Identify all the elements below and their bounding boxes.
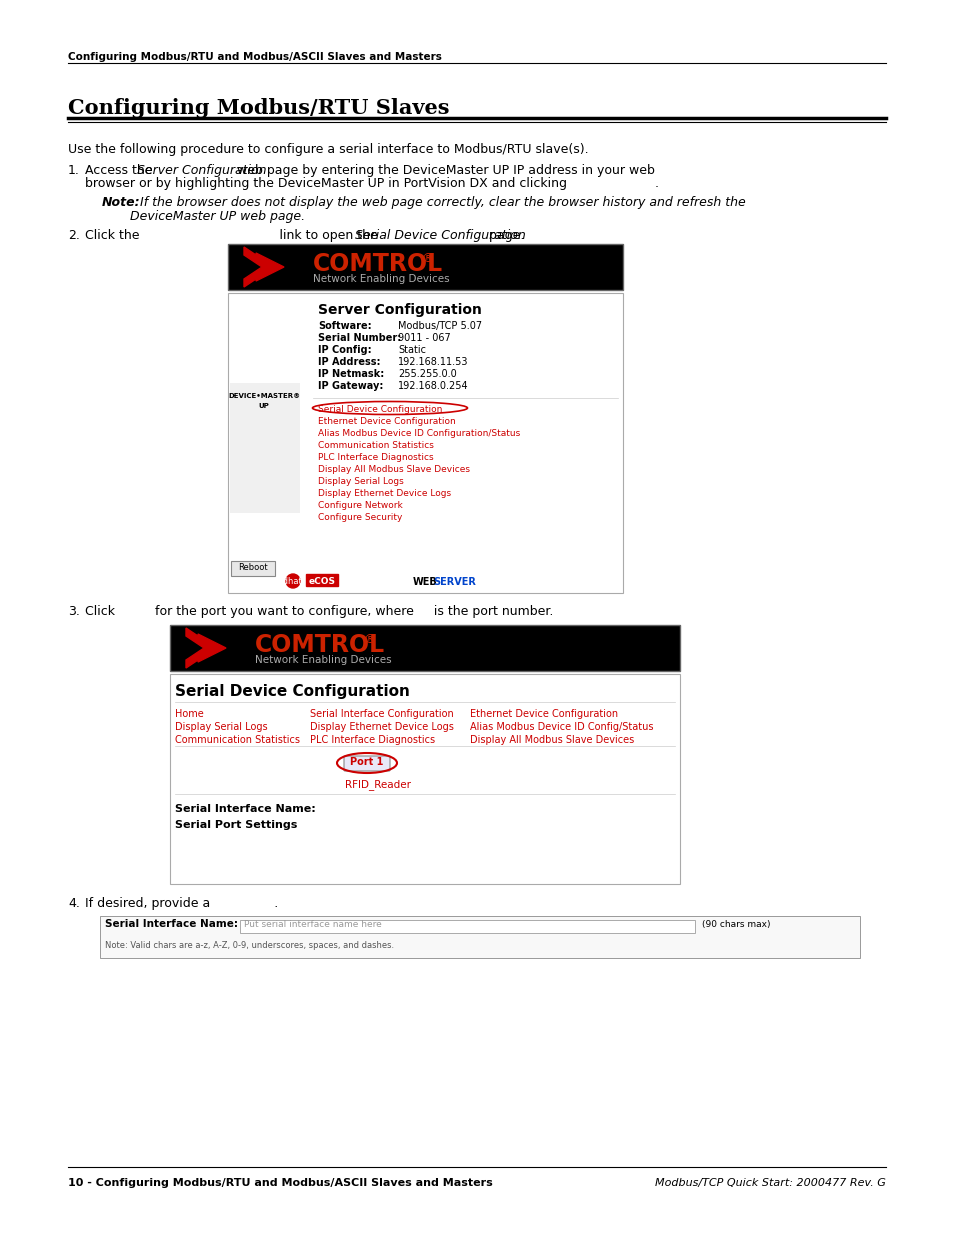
Text: Serial Device Configuration: Serial Device Configuration [355,228,525,242]
Text: redhat: redhat [274,577,301,585]
Text: ®: ® [420,252,433,266]
Text: Put serial interface name here: Put serial interface name here [244,920,381,929]
Text: COMTROL: COMTROL [254,634,385,657]
Circle shape [286,574,299,588]
Text: Serial Interface Configuration: Serial Interface Configuration [310,709,454,719]
Text: Display All Modbus Slave Devices: Display All Modbus Slave Devices [470,735,634,745]
Text: 255.255.0.0: 255.255.0.0 [397,369,456,379]
Text: Network Enabling Devices: Network Enabling Devices [313,274,449,284]
FancyBboxPatch shape [231,561,274,576]
Text: Modbus/TCP 5.07: Modbus/TCP 5.07 [397,321,481,331]
Text: Ethernet Device Configuration: Ethernet Device Configuration [317,417,456,426]
Text: Use the following procedure to configure a serial interface to Modbus/RTU slave(: Use the following procedure to configure… [68,143,588,156]
Text: Serial Device Configuration: Serial Device Configuration [317,405,442,414]
FancyBboxPatch shape [100,916,859,958]
Text: Server Configuration: Server Configuration [317,303,481,317]
Text: RFID_Reader: RFID_Reader [345,779,411,790]
Text: Static: Static [397,345,426,354]
Text: 1.: 1. [68,164,80,177]
Text: DeviceMaster UP web page.: DeviceMaster UP web page. [130,210,305,224]
Text: Click the                                   link to open the: Click the link to open the [85,228,381,242]
FancyBboxPatch shape [228,245,622,290]
Polygon shape [186,629,215,668]
Polygon shape [244,247,274,287]
Text: Display Ethernet Device Logs: Display Ethernet Device Logs [310,722,454,732]
FancyBboxPatch shape [306,574,337,585]
Text: Serial Port Settings: Serial Port Settings [174,820,297,830]
Text: PLC Interface Diagnostics: PLC Interface Diagnostics [310,735,435,745]
Text: If desired, provide a                .: If desired, provide a . [85,897,278,910]
Text: Software:: Software: [317,321,372,331]
Text: page.: page. [484,228,524,242]
Text: Communication Statistics: Communication Statistics [317,441,434,450]
Text: Ethernet Device Configuration: Ethernet Device Configuration [470,709,618,719]
FancyBboxPatch shape [170,625,679,671]
Text: Network Enabling Devices: Network Enabling Devices [254,655,392,664]
Text: Serial Number:: Serial Number: [317,333,401,343]
Text: Click          for the port you want to configure, where     is the port number.: Click for the port you want to configure… [85,605,553,618]
Text: 10 - Configuring Modbus/RTU and Modbus/ASCII Slaves and Masters: 10 - Configuring Modbus/RTU and Modbus/A… [68,1178,493,1188]
Text: If the browser does not display the web page correctly, clear the browser histor: If the browser does not display the web … [132,196,745,209]
FancyBboxPatch shape [240,920,695,932]
Text: Access the: Access the [85,164,156,177]
Text: browser or by highlighting the DeviceMaster UP in PortVision DX and clicking    : browser or by highlighting the DeviceMas… [85,177,659,190]
Text: Display Serial Logs: Display Serial Logs [317,477,403,487]
Text: Note:: Note: [102,196,140,209]
Text: 4.: 4. [68,897,80,910]
Text: 192.168.0.254: 192.168.0.254 [397,382,468,391]
Text: Communication Statistics: Communication Statistics [174,735,299,745]
Text: Alias Modbus Device ID Configuration/Status: Alias Modbus Device ID Configuration/Sta… [317,429,519,438]
Text: Display Serial Logs: Display Serial Logs [174,722,268,732]
Text: 9011 - 067: 9011 - 067 [397,333,450,343]
Text: UP: UP [258,403,269,409]
Text: Modbus/TCP Quick Start: 2000477 Rev. G: Modbus/TCP Quick Start: 2000477 Rev. G [655,1178,885,1188]
Text: 192.168.11.53: 192.168.11.53 [397,357,468,367]
Text: Serial Device Configuration: Serial Device Configuration [174,684,410,699]
Text: IP Gateway:: IP Gateway: [317,382,383,391]
Text: SERVER: SERVER [433,577,476,587]
Polygon shape [255,253,284,282]
Text: IP Config:: IP Config: [317,345,372,354]
Text: WEB: WEB [413,577,437,587]
Text: Home: Home [174,709,204,719]
Text: Serial Interface Name:: Serial Interface Name: [105,919,237,929]
Text: eCOS: eCOS [308,577,335,585]
Text: Port 1: Port 1 [350,757,383,767]
Text: 2.: 2. [68,228,80,242]
Text: Reboot: Reboot [238,563,268,572]
FancyBboxPatch shape [228,293,622,593]
FancyBboxPatch shape [170,674,679,884]
Text: Configure Network: Configure Network [317,501,402,510]
Text: Display Ethernet Device Logs: Display Ethernet Device Logs [317,489,451,498]
Text: Display All Modbus Slave Devices: Display All Modbus Slave Devices [317,466,470,474]
Text: Alias Modbus Device ID Config/Status: Alias Modbus Device ID Config/Status [470,722,653,732]
Text: Configuring Modbus/RTU and Modbus/ASCII Slaves and Masters: Configuring Modbus/RTU and Modbus/ASCII … [68,52,441,62]
Text: DEVICE•MASTER®: DEVICE•MASTER® [228,393,300,399]
Polygon shape [198,634,226,662]
Text: (90 chars max): (90 chars max) [701,920,770,929]
Text: Serial Interface Name:: Serial Interface Name: [174,804,315,814]
Text: IP Netmask:: IP Netmask: [317,369,384,379]
Text: Note: Valid chars are a-z, A-Z, 0-9, underscores, spaces, and dashes.: Note: Valid chars are a-z, A-Z, 0-9, und… [105,941,394,950]
Text: IP Address:: IP Address: [317,357,380,367]
Text: web page by entering the DeviceMaster UP IP address in your web: web page by entering the DeviceMaster UP… [233,164,654,177]
Text: Configure Security: Configure Security [317,513,402,522]
FancyBboxPatch shape [344,756,390,771]
Text: PLC Interface Diagnostics: PLC Interface Diagnostics [317,453,434,462]
Text: COMTROL: COMTROL [313,252,442,275]
Text: 3.: 3. [68,605,80,618]
Text: ®: ® [363,634,375,646]
FancyBboxPatch shape [230,383,299,513]
Text: Server Configuration: Server Configuration [137,164,266,177]
Text: Configuring Modbus/RTU Slaves: Configuring Modbus/RTU Slaves [68,98,449,119]
